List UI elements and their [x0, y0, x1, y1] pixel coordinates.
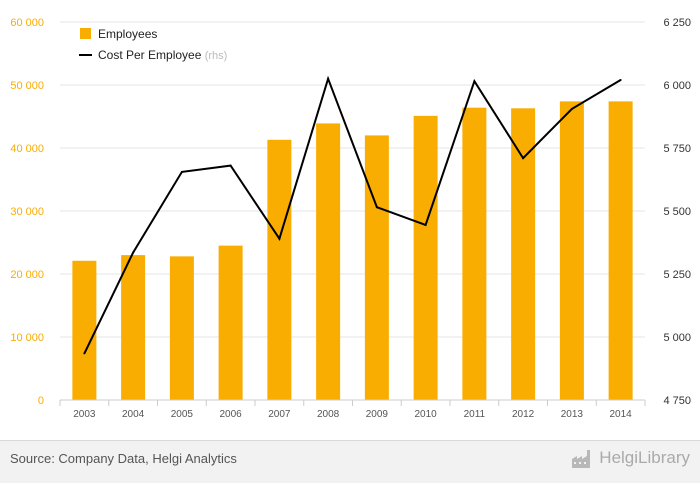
x-tick-label: 2012	[512, 409, 535, 420]
factory-icon	[572, 450, 591, 468]
x-tick-label: 2007	[268, 409, 291, 420]
line-point	[473, 80, 476, 83]
line-point	[83, 352, 86, 355]
footer-divider	[0, 440, 700, 441]
bar	[267, 139, 292, 400]
x-tick-label: 2004	[122, 409, 145, 420]
brand-name: HelgiLibrary	[599, 448, 690, 467]
left-tick-label: 30 000	[10, 206, 44, 218]
left-tick-label: 50 000	[10, 80, 44, 92]
series-line	[83, 75, 622, 354]
bar	[462, 107, 487, 401]
bar	[413, 115, 438, 401]
bar	[121, 255, 146, 400]
x-tick-label: 2010	[415, 409, 438, 420]
line-point	[522, 157, 525, 160]
right-tick-label: 6 000	[663, 80, 691, 92]
x-tick-label: 2009	[366, 409, 389, 420]
right-tick-label: 5 500	[663, 206, 691, 218]
line-point	[229, 164, 232, 167]
bar	[511, 108, 536, 400]
chart: 0 10 000 20 000 30 000 40 000 50 000 60 000 4 7…	[10, 17, 691, 420]
right-tick-label: 6 250	[663, 17, 691, 29]
bar	[169, 256, 194, 400]
bar	[72, 260, 97, 400]
bar	[364, 135, 389, 400]
line-point	[278, 237, 281, 240]
legend-label: Cost Per Employee (rhs)	[98, 48, 227, 62]
x-tick-label: 2013	[561, 409, 584, 420]
line-point	[570, 107, 573, 110]
legend-swatch-bar	[80, 28, 91, 39]
x-tick-label: 2006	[220, 409, 243, 420]
right-tick-label: 5 250	[663, 269, 691, 281]
line-point	[619, 78, 622, 81]
source-note: Source: Company Data, Helgi Analytics	[10, 451, 237, 466]
brand-logo[interactable]: HelgiLibrary	[571, 447, 690, 469]
line-point	[180, 170, 183, 173]
x-tick-label: 2008	[317, 409, 340, 420]
left-tick-label: 40 000	[10, 143, 44, 155]
left-tick-label: 0	[38, 395, 44, 407]
right-tick-label: 5 000	[663, 332, 691, 344]
x-tick-label: 2003	[73, 409, 96, 420]
line-point	[375, 206, 378, 209]
x-tick-label: 2005	[171, 409, 194, 420]
line-point	[132, 251, 135, 254]
right-tick-label: 5 750	[663, 143, 691, 155]
bar	[608, 101, 633, 400]
legend-label: Employees	[98, 27, 157, 41]
right-tick-label: 4 750	[663, 395, 691, 407]
bar	[218, 245, 243, 400]
line-point	[327, 77, 330, 80]
left-tick-label: 20 000	[10, 269, 44, 281]
bar	[559, 101, 584, 400]
left-tick-label: 10 000	[10, 332, 44, 344]
x-tick-label: 2011	[464, 409, 486, 420]
line-point	[424, 223, 427, 226]
bar	[316, 123, 341, 401]
left-tick-label: 60 000	[10, 17, 44, 29]
x-tick-label: 2014	[610, 409, 633, 420]
